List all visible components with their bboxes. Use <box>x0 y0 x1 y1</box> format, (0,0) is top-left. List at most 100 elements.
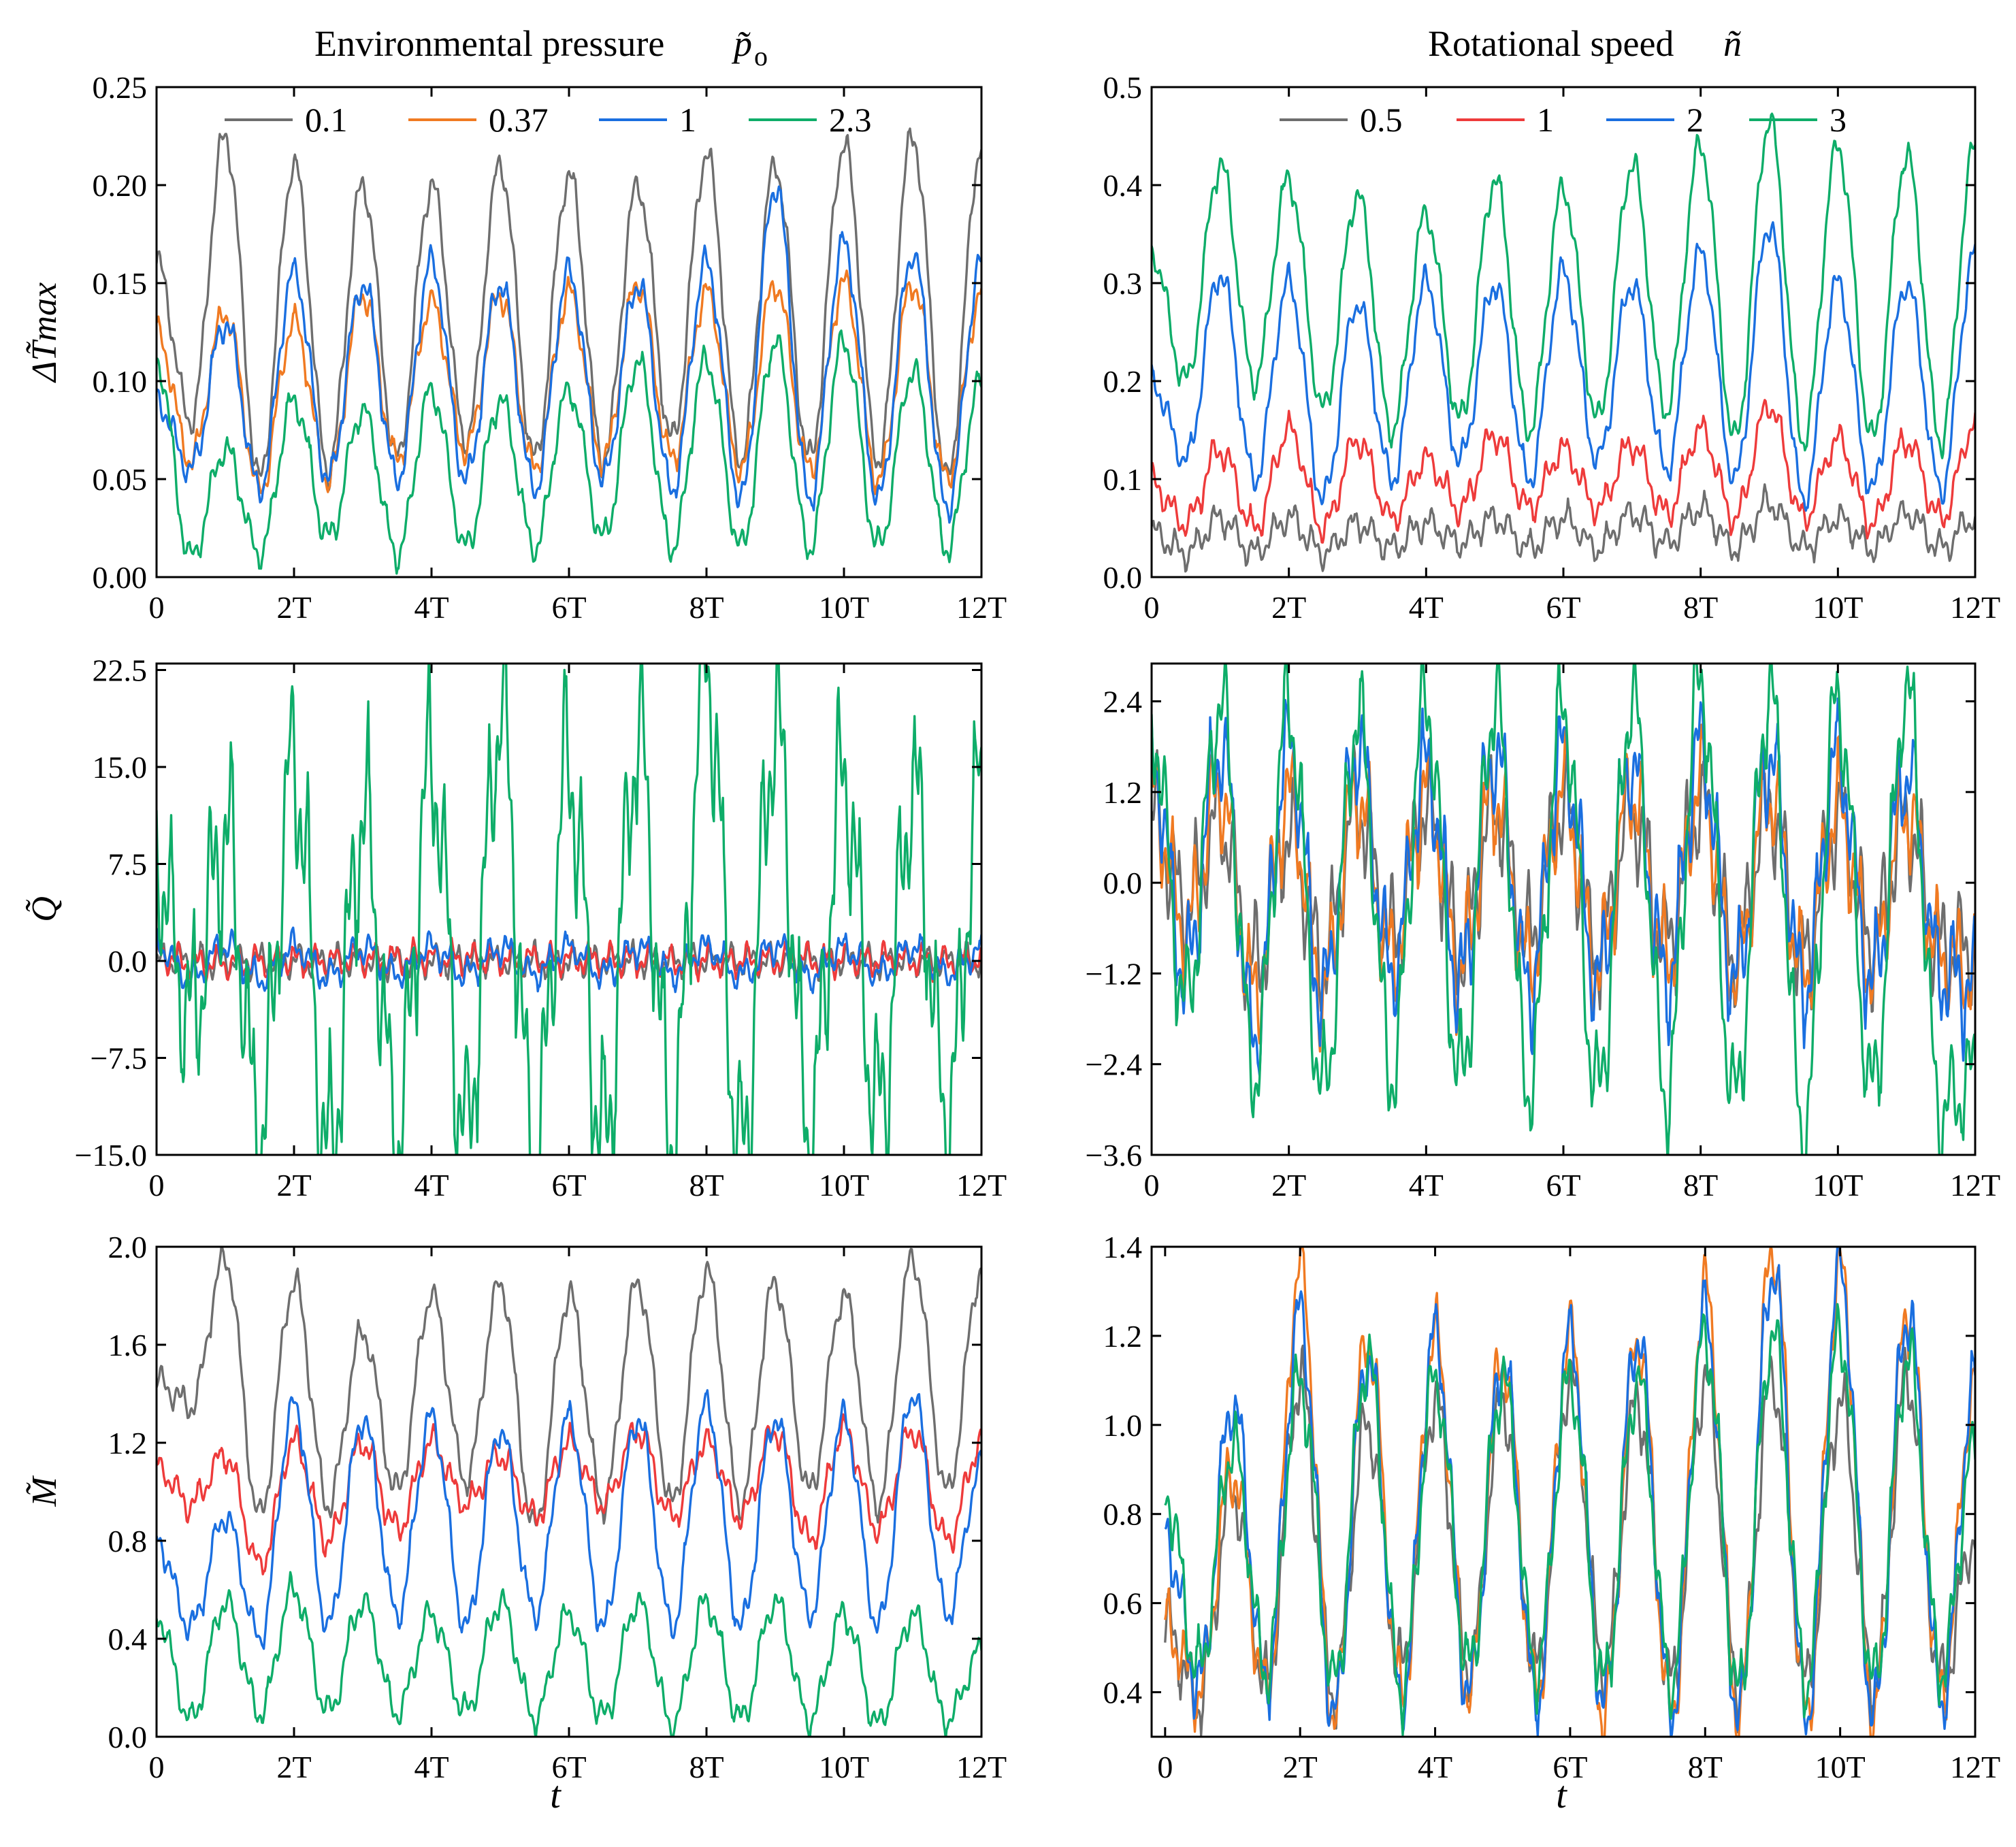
x-tick-label: 0 <box>1144 590 1160 625</box>
y-tick-label: 1.6 <box>108 1328 148 1362</box>
y-tick-label: 0.05 <box>93 462 148 497</box>
x-tick-label: 10T <box>819 1750 869 1784</box>
x-tick-label: 8T <box>689 1750 724 1784</box>
series-group <box>1152 664 1975 1155</box>
series-line-1 <box>157 1389 981 1650</box>
y-tick-label: 0.0 <box>108 944 148 979</box>
series-line-2.3 <box>157 1571 981 1737</box>
y-tick-label: 0.20 <box>93 168 148 203</box>
x-tick-label: 6T <box>1546 1168 1580 1203</box>
y-tick-label: 1.2 <box>1103 1319 1143 1354</box>
y-tick-label: −15.0 <box>75 1138 147 1173</box>
y-tick-label: 1.4 <box>1103 1230 1143 1264</box>
series-group <box>1152 112 1975 573</box>
x-tick-label: 4T <box>1409 590 1444 625</box>
left-column-title: Environmental pressure <box>314 23 664 64</box>
chart-a1: 0 2T 4T 6T 8T 10T 12T 0.00 0.05 0.10 0.15 0.20 0.25 Δ… <box>25 70 1007 625</box>
x-tick-label: 12T <box>956 1168 1007 1203</box>
series-line-0.1 <box>157 127 981 491</box>
series-line-0.37 <box>157 936 981 983</box>
y-tick-label: 0.4 <box>1103 168 1143 203</box>
right-column-title-symbol: ñ <box>1723 23 1742 64</box>
x-tick-label: 8T <box>689 1168 724 1203</box>
legend-label: 0.1 <box>305 101 348 139</box>
x-tick-label: 8T <box>1683 1168 1718 1203</box>
legend: 0.1 0.37 1 2.3 <box>225 101 872 139</box>
y-tick-label: −7.5 <box>91 1041 147 1076</box>
x-tick-label: 2T <box>1271 590 1306 625</box>
series-line-0.5 <box>1152 737 1975 1013</box>
series-line-2 <box>1152 221 1975 512</box>
legend-label: 0.5 <box>1360 101 1403 139</box>
series-line-2.3 <box>157 329 981 575</box>
y-tick-label: −3.6 <box>1086 1138 1142 1173</box>
x-tick-label: 2T <box>1271 1168 1306 1203</box>
series-group <box>157 1247 981 1737</box>
x-tick-label: 0 <box>149 1750 165 1784</box>
series-line-0.37 <box>157 269 981 495</box>
x-tick-label: 4T <box>1418 1750 1452 1784</box>
y-tick-label: 0.4 <box>1103 1676 1143 1710</box>
chart-a2: 0 2T 4T 6T 8T 10T 12T −15.0 −7.5 0.0 7.5 15.0 22.5 Q̃ <box>25 653 1007 1203</box>
x-tick-label: 10T <box>1812 1168 1863 1203</box>
right-column-title: Rotational speed <box>1428 23 1674 64</box>
x-tick-label: 4T <box>414 1168 449 1203</box>
series-line-3 <box>1164 1303 1975 1736</box>
plot-frame <box>155 662 983 1156</box>
y-axis-label: ΔT̃max <box>25 282 64 383</box>
x-tick-label: 10T <box>1812 590 1863 625</box>
y-axis-label: M̃ <box>25 1475 64 1507</box>
x-tick-label: 2T <box>276 1168 311 1203</box>
series-line-3 <box>1152 664 1975 1155</box>
x-tick-label: 8T <box>1683 590 1718 625</box>
x-tick-label: 0 <box>1144 1168 1160 1203</box>
y-tick-label: 0.15 <box>93 266 148 301</box>
series-group <box>1164 1247 1975 1737</box>
legend-label: 0.37 <box>489 101 549 139</box>
chart-b2: 0 2T 4T 6T 8T 10T 12T −3.6 −2.4 −1.2 0.0 1.2 2.4 <box>1086 662 2000 1203</box>
series-line-1 <box>157 926 981 994</box>
y-tick-label: 0.8 <box>108 1524 148 1558</box>
x-tick-label: 2T <box>276 1750 311 1784</box>
x-tick-label: 12T <box>956 1750 1007 1784</box>
legend-label: 2.3 <box>829 101 872 139</box>
right-x-axis-label: t <box>1556 1774 1567 1816</box>
left-column-title-subscript: o <box>754 41 768 71</box>
x-tick-label: 6T <box>1552 1750 1587 1784</box>
x-tick-label: 10T <box>1815 1750 1866 1784</box>
x-tick-label: 10T <box>819 590 869 625</box>
series-line-2.3 <box>157 664 981 1155</box>
y-axis-label: Q̃ <box>25 896 64 922</box>
x-tick-label: 10T <box>819 1168 869 1203</box>
y-tick-label: 1.2 <box>108 1426 148 1460</box>
x-tick-label: 12T <box>1950 1168 2000 1203</box>
y-tick-label: 0.0 <box>108 1720 148 1754</box>
y-tick-label: 0.0 <box>1103 866 1143 900</box>
y-tick-label: 1.0 <box>1103 1408 1143 1443</box>
chart-panels: 0 2T 4T 6T 8T 10T 12T0.000.050.100.150.200.25Δ… <box>25 70 2000 1784</box>
x-tick-label: 0 <box>149 1168 165 1203</box>
chart-b3: 0 2T 4T 6T 8T 10T 12T 0.4 0.6 0.8 1.0 1.2 1.4 <box>1103 1230 2001 1784</box>
plot-frame <box>1150 1245 1977 1738</box>
y-tick-label: −2.4 <box>1086 1047 1142 1082</box>
series-group <box>157 127 981 575</box>
legend: 0.5 1 2 3 <box>1280 101 1847 139</box>
series-line-1 <box>1152 399 1975 544</box>
plot-frame <box>1150 86 1977 578</box>
y-tick-label: 0.2 <box>1103 364 1143 399</box>
y-tick-label: 0.3 <box>1103 266 1143 301</box>
series-group <box>157 664 981 1155</box>
legend-label: 1 <box>1537 101 1554 139</box>
y-tick-label: 0.1 <box>1103 462 1143 497</box>
x-tick-label: 6T <box>1546 590 1580 625</box>
y-tick-label: 2.0 <box>108 1230 148 1264</box>
y-tick-label: 0.00 <box>93 560 148 595</box>
y-tick-label: 0.5 <box>1103 70 1143 105</box>
y-tick-label: 0.25 <box>93 70 148 105</box>
y-tick-label: 0.0 <box>1103 560 1143 595</box>
x-tick-label: 4T <box>414 1750 449 1784</box>
y-tick-label: −1.2 <box>1086 956 1142 991</box>
chart-a3: 0 2T 4T 6T 8T 10T 12T 0.0 0.4 0.8 1.2 1.6 2.0 M̃ <box>25 1230 1007 1784</box>
y-tick-label: 0.4 <box>108 1622 148 1656</box>
